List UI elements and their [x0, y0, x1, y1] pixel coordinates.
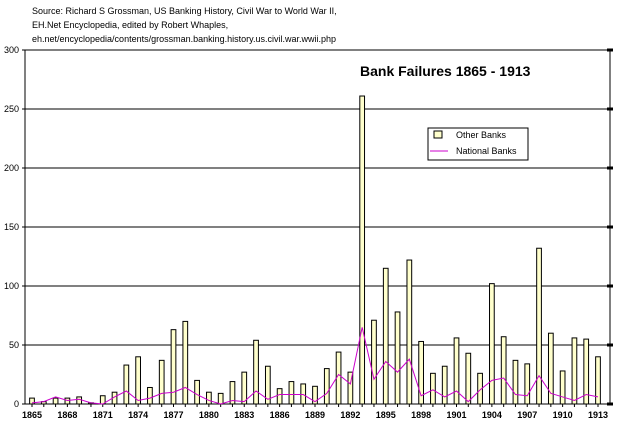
other-banks-bar — [29, 397, 35, 405]
x-tick-label: 1889 — [305, 410, 325, 420]
x-tick-label: 1892 — [340, 410, 360, 420]
source-line-1: Source: Richard S Grossman, US Banking H… — [32, 6, 337, 16]
other-banks-bar — [406, 259, 413, 405]
x-tick-label: 1883 — [234, 410, 254, 420]
other-banks-bar — [76, 396, 83, 405]
x-axis-ticks: 1865 1868 1871 1874 1877 1880 1883 1886 1889 1892… — [22, 404, 608, 420]
y-tick-label: 250 — [4, 104, 19, 114]
x-tick-label: 1895 — [376, 410, 396, 420]
source-line-2: EH.Net Encyclopedia, edited by Robert Wh… — [32, 20, 228, 30]
source-line-3: eh.net/encyclopedia/contents/grossman.ba… — [32, 34, 336, 44]
other-banks-bar — [288, 381, 295, 405]
y-tick-label: 100 — [4, 281, 19, 291]
other-banks-bar — [312, 385, 318, 405]
other-banks-bar — [595, 356, 601, 405]
x-tick-label: 1898 — [411, 410, 431, 420]
source-note: Source: Richard S Grossman, US Banking H… — [32, 6, 337, 44]
legend-label-national-banks: National Banks — [456, 146, 517, 156]
other-banks-bar — [477, 372, 483, 405]
other-banks-bar — [559, 370, 566, 405]
x-tick-label: 1865 — [22, 410, 42, 420]
y-tick-label: 0 — [14, 399, 19, 409]
other-banks-bar — [571, 337, 578, 405]
other-banks-bar — [465, 352, 472, 405]
other-banks-bar — [158, 359, 165, 405]
gridlines — [25, 108, 610, 346]
x-tick-label: 1886 — [270, 410, 290, 420]
other-banks-bar — [182, 320, 189, 405]
other-banks-bar — [241, 371, 248, 405]
other-banks-bar — [276, 388, 283, 405]
other-banks-bar — [359, 95, 366, 405]
x-tick-label: 1904 — [482, 410, 502, 420]
legend-swatch-other-banks — [433, 130, 443, 139]
x-tick-label: 1877 — [163, 410, 183, 420]
other-banks-bar — [382, 267, 389, 405]
other-banks-bar — [217, 392, 224, 405]
other-banks-bar — [547, 332, 554, 405]
x-tick-label: 1913 — [588, 410, 608, 420]
other-banks-bar — [371, 319, 377, 405]
other-banks-bar — [500, 336, 507, 405]
legend: Other Banks National Banks — [427, 127, 529, 161]
other-banks-bar — [194, 379, 200, 405]
other-banks-bars — [29, 95, 601, 405]
other-banks-bar — [206, 391, 212, 405]
other-banks-bar — [253, 339, 259, 405]
legend-box — [427, 127, 529, 161]
national-banks-line — [31, 327, 599, 405]
other-banks-bar — [147, 386, 153, 405]
other-banks-bar — [536, 247, 542, 405]
other-banks-bar — [229, 381, 236, 405]
other-banks-bar — [264, 365, 271, 405]
other-banks-bar — [524, 363, 531, 405]
legend-label-other-banks: Other Banks — [456, 130, 507, 140]
other-banks-bar — [323, 368, 330, 405]
x-tick-label: 1910 — [553, 410, 573, 420]
other-banks-bar — [123, 364, 130, 405]
x-tick-label: 1874 — [128, 410, 148, 420]
other-banks-bar — [430, 372, 436, 405]
chart-title: Bank Failures 1865 - 1913 — [360, 63, 531, 79]
x-tick-label: 1901 — [446, 410, 466, 420]
other-banks-bar — [170, 329, 177, 405]
other-banks-bar — [583, 338, 590, 405]
y-tick-label: 200 — [4, 163, 19, 173]
y-axis-ticks: 0 50 100 150 200 250 300 — [4, 45, 613, 409]
other-banks-bar — [300, 383, 307, 405]
other-banks-bar — [52, 397, 59, 405]
other-banks-bar — [453, 337, 460, 405]
other-banks-bar — [418, 340, 424, 405]
other-banks-bar — [135, 356, 141, 405]
other-banks-bar — [441, 365, 448, 405]
other-banks-bar — [64, 397, 71, 405]
other-banks-bar — [394, 311, 401, 405]
x-tick-label: 1880 — [199, 410, 219, 420]
x-tick-label: 1868 — [57, 410, 77, 420]
y-tick-label: 150 — [4, 222, 19, 232]
other-banks-bar — [512, 359, 519, 405]
y-tick-label: 50 — [9, 340, 19, 350]
x-tick-label: 1907 — [517, 410, 537, 420]
other-banks-bar — [347, 371, 354, 405]
other-banks-bar — [489, 283, 495, 405]
x-tick-label: 1871 — [93, 410, 113, 420]
y-tick-label: 300 — [4, 45, 19, 55]
